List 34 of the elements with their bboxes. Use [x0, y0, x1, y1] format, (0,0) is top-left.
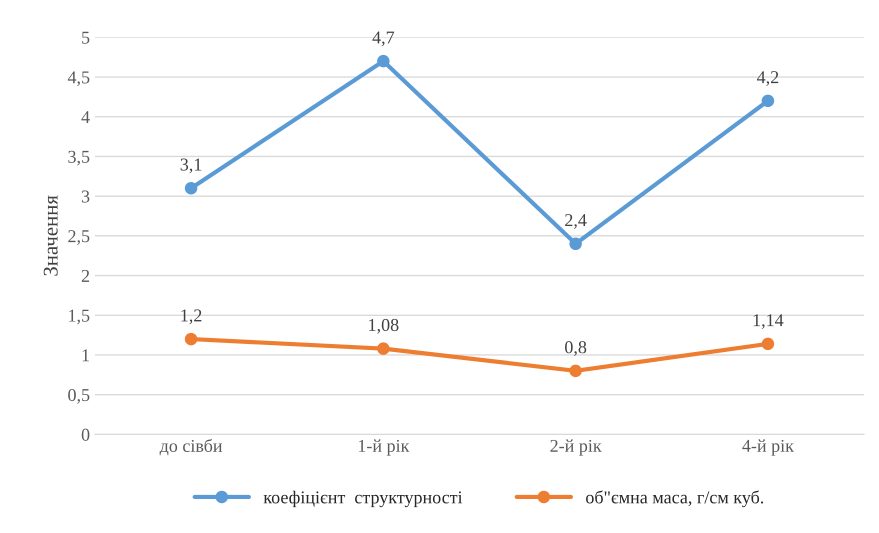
y-axis-title: Значення [44, 195, 58, 276]
y-tick-label: 3,5 [68, 150, 90, 166]
data-label: 3,1 [180, 158, 202, 174]
data-label: 1,14 [754, 314, 784, 329]
point [569, 364, 582, 378]
x-tick-label: 1-й рік [358, 439, 410, 456]
y-tick-label: 4 [81, 111, 90, 123]
data-label: 4,2 [756, 71, 778, 86]
point [377, 54, 390, 68]
y-tick-label: 0 [82, 428, 90, 441]
data-label: 0,8 [565, 341, 586, 356]
y-tick-label: 3 [82, 190, 90, 203]
data-label: 1,08 [369, 318, 398, 334]
x-tick-label: 4-й рік [742, 439, 794, 456]
x-tick-label: 2-й рік [550, 439, 602, 456]
y-tick-label: 5 [82, 32, 90, 44]
x-tick-label: до сівби [160, 438, 222, 456]
y-tick-label: 1 [82, 349, 89, 362]
legend-label: об"ємна маса, г/см куб. [586, 490, 764, 508]
point [184, 182, 198, 194]
y-tick-label: 4,5 [68, 71, 90, 86]
data-label: 1,2 [181, 309, 202, 324]
point [184, 332, 198, 346]
y-tick-label: 0,5 [68, 388, 90, 404]
y-tick-label: 2 [82, 270, 90, 282]
y-tick-label: 1,5 [69, 310, 90, 324]
point [762, 94, 774, 108]
data-label: 2,4 [565, 214, 587, 229]
point [762, 338, 774, 350]
data-label: 4,7 [372, 32, 394, 46]
y-tick-label: 2,5 [68, 230, 90, 245]
point [569, 238, 582, 250]
legend-label: коефіцієнт структурності [264, 490, 462, 508]
point [377, 342, 390, 355]
